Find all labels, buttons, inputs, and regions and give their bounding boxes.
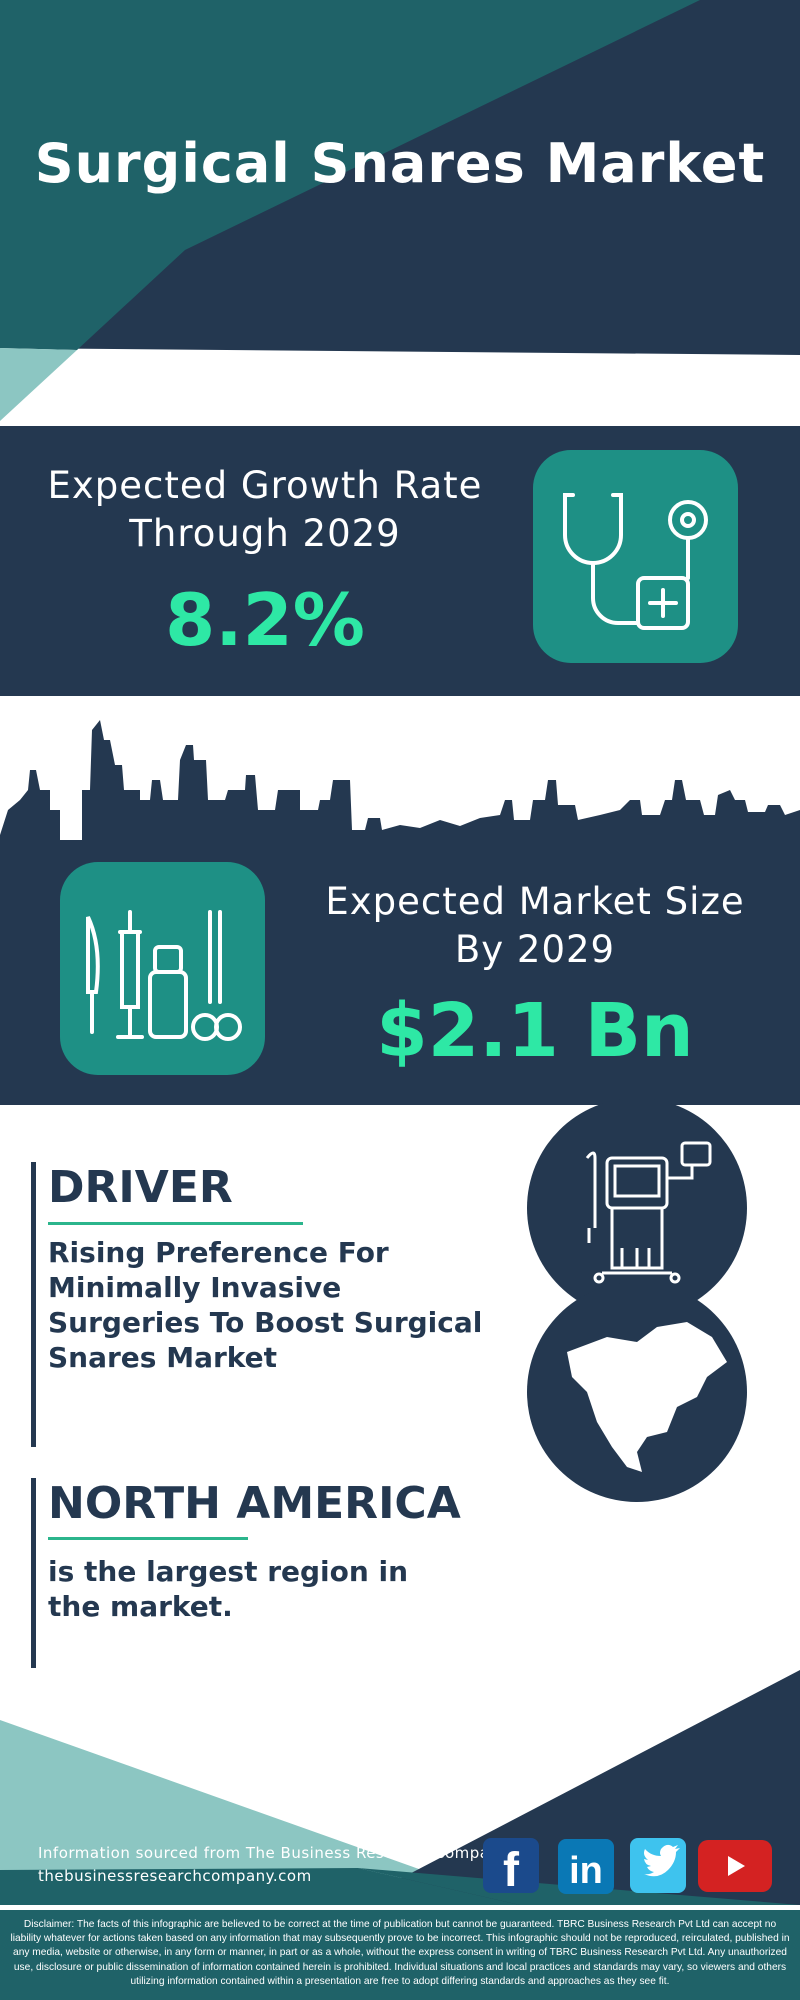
market-size-value: $2.1 Bn xyxy=(376,988,694,1074)
medical-machine-icon xyxy=(527,1098,747,1318)
twitter-icon[interactable] xyxy=(630,1838,686,1893)
youtube-icon[interactable] xyxy=(698,1840,772,1892)
market-size-label: Expected Market Size By 2029 xyxy=(325,880,745,971)
region-heading: NORTH AMERICA xyxy=(48,1478,461,1529)
linkedin-icon[interactable]: in xyxy=(558,1839,614,1894)
driver-accent-bar xyxy=(31,1162,36,1447)
north-america-map-icon xyxy=(527,1282,747,1502)
growth-value: 8.2% xyxy=(165,578,365,662)
surgical-instruments-icon xyxy=(60,862,265,1075)
svg-text:in: in xyxy=(569,1850,603,1892)
skyline xyxy=(0,720,800,860)
driver-heading: DRIVER xyxy=(48,1162,233,1213)
svg-text:f: f xyxy=(503,1844,520,1893)
page-title: Surgical Snares Market xyxy=(34,132,766,195)
stethoscope-icon xyxy=(533,450,738,663)
facebook-icon[interactable]: f xyxy=(483,1838,539,1897)
region-underline xyxy=(48,1537,248,1540)
driver-underline xyxy=(48,1222,303,1225)
region-text: is the largest region in the market. xyxy=(48,1555,409,1623)
driver-text: Rising Preference For Minimally Invasive… xyxy=(48,1236,483,1374)
region-accent-bar xyxy=(31,1478,36,1668)
website-link[interactable]: thebusinessresearchcompany.com xyxy=(38,1867,312,1885)
disclaimer: Disclaimer: The facts of this infographi… xyxy=(10,1919,790,1987)
growth-label: Expected Growth Rate Through 2029 xyxy=(47,464,483,555)
source-text: Information sourced from The Business Re… xyxy=(38,1844,509,1862)
